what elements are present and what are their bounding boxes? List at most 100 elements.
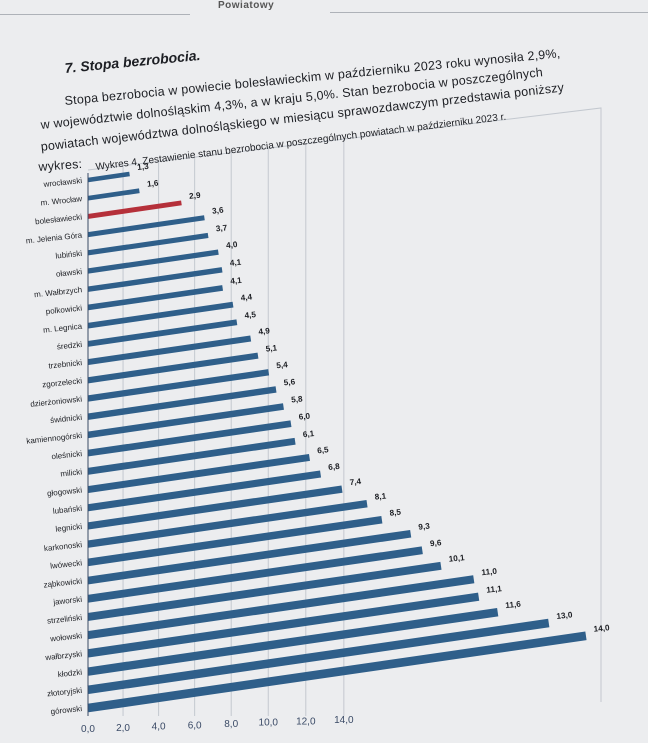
category-label: zgorzelecki (42, 376, 83, 389)
value-label: 2,9 (189, 191, 202, 201)
x-tick-label: 4,0 (152, 722, 166, 733)
category-label: legnicki (55, 522, 83, 534)
value-label: 11,1 (486, 584, 503, 595)
value-label: 14,0 (593, 623, 610, 634)
bar-polkowicki (87, 285, 224, 311)
category-label: lubański (52, 504, 82, 516)
category-label: oławski (55, 267, 82, 279)
category-label: m. Wrocław (40, 194, 83, 207)
bar-oławski (87, 249, 219, 274)
value-label: 7,4 (349, 477, 362, 487)
bar-lwówecki (87, 516, 383, 567)
category-label: lubiński (55, 249, 83, 261)
value-label: 6,5 (317, 445, 330, 455)
value-label: 4,1 (230, 276, 243, 286)
value-label: 4,9 (258, 326, 271, 336)
category-label: kłodzki (57, 668, 82, 680)
x-tick-label: 14,0 (334, 715, 354, 726)
value-label: 4,0 (226, 240, 239, 250)
x-tick-label: 10,0 (259, 718, 279, 729)
bar-zgorzelecki (87, 352, 259, 384)
value-label: 4,1 (229, 258, 242, 268)
bar-jaworski (87, 546, 423, 603)
value-label: 4,4 (240, 292, 253, 302)
category-label: wałbrzyski (44, 649, 83, 662)
value-label: 3,7 (215, 223, 228, 233)
bar-wałbrzyski (87, 592, 480, 658)
header-rule-left (0, 14, 190, 15)
bar-wrocławski (87, 171, 130, 183)
category-label: m. Wałbrzych (34, 285, 83, 299)
bar-trzebnicki (87, 335, 252, 366)
category-label: milicki (60, 467, 83, 478)
bar-karkonoski (87, 500, 368, 548)
value-label: 8,5 (389, 508, 402, 518)
category-label: m. Jelenia Góra (25, 231, 83, 246)
category-label: strzeliński (47, 613, 83, 626)
value-label: 10,1 (448, 553, 465, 564)
bar-górowski (87, 631, 587, 713)
value-label: 11,6 (505, 600, 522, 611)
value-label: 1,3 (137, 162, 150, 172)
value-label: 11,0 (481, 567, 498, 578)
category-label: złotoryjski (47, 686, 83, 699)
bar-kłodzki (87, 608, 499, 676)
chart-frame (87, 107, 602, 702)
category-label: m. Legnica (43, 322, 83, 335)
category-label: polkowicki (45, 303, 82, 316)
category-label: ząbkowicki (43, 577, 83, 590)
bar-m. Jelenia Góra (87, 215, 205, 238)
value-label: 1,6 (147, 179, 160, 189)
category-label: oleśnicki (51, 449, 83, 461)
x-tick-label: 12,0 (296, 716, 316, 727)
value-label: 5,6 (283, 377, 296, 387)
value-label: 9,6 (430, 538, 443, 548)
bar-m. Legnica (87, 301, 234, 329)
page-header-label: Powiatowy (218, 0, 275, 11)
bar-bolesławiecki (87, 200, 182, 219)
bar-ząbkowicki (87, 529, 412, 585)
bar-złotoryjski (87, 618, 550, 695)
bar-wołowski (87, 575, 475, 640)
value-label: 8,1 (374, 491, 387, 501)
category-label: karkonoski (44, 540, 83, 553)
category-label: dzierżoniowski (30, 394, 83, 408)
chart-frame-border (87, 107, 602, 702)
value-label: 5,4 (276, 360, 289, 370)
bar-dzierżoniowski (87, 369, 270, 402)
bar-świdnicki (87, 386, 277, 420)
category-label: bolesławiecki (35, 212, 83, 226)
bar-głogowski (87, 453, 310, 493)
value-label: 6,8 (328, 462, 341, 472)
bar-kamiennogórski (87, 403, 284, 439)
value-label: 4,5 (244, 310, 257, 320)
category-label: świdnicki (50, 413, 83, 425)
category-label: wołowski (49, 631, 83, 643)
bar-legnicki (87, 485, 343, 530)
category-label: górowski (50, 704, 83, 716)
bar-milicki (87, 437, 296, 475)
value-label: 6,1 (302, 429, 315, 439)
header-rule-right (330, 12, 648, 13)
bar-m. Wrocław (87, 188, 140, 201)
x-tick-label: 2,0 (116, 723, 130, 734)
bar-strzeliński (87, 561, 442, 621)
value-label: 13,0 (556, 610, 573, 621)
value-label: 9,3 (418, 522, 431, 532)
bar-lubiński (87, 232, 209, 256)
category-label: lwówecki (50, 558, 83, 570)
category-label: trzebnicki (48, 358, 83, 371)
bar-m. Wałbrzych (87, 267, 223, 292)
value-label: 5,1 (265, 343, 278, 353)
category-label: jaworski (52, 595, 83, 607)
x-tick-label: 6,0 (188, 720, 202, 731)
value-label: 6,0 (298, 411, 311, 421)
bar-lubański (87, 470, 322, 512)
bar-oleśnicki (87, 420, 292, 457)
bar-średzki (87, 319, 238, 347)
chart-title: Wykres 4. Zestawienie stanu bezrobocia w… (95, 112, 507, 173)
x-tick-label: 0,0 (81, 724, 95, 735)
category-label: wrocławski (42, 176, 83, 189)
category-label: głogowski (47, 486, 83, 499)
